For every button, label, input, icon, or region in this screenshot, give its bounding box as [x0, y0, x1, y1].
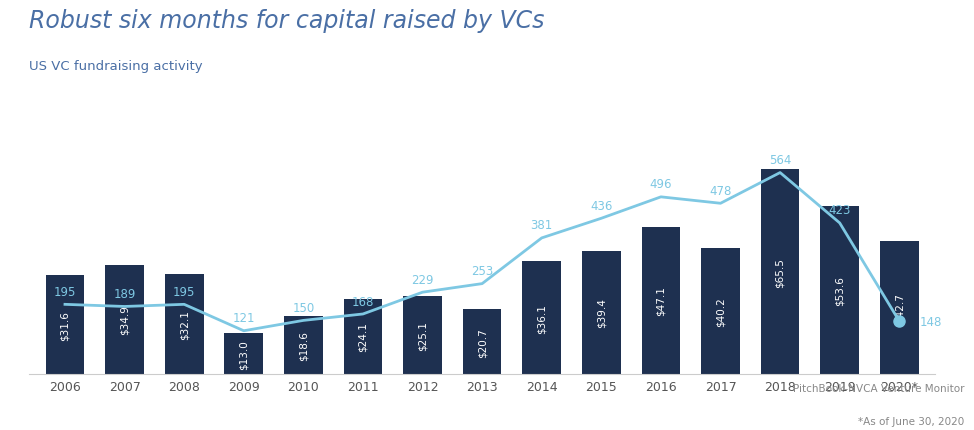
Legend: Capital raised ($B), Fund count: Capital raised ($B), Fund count [342, 425, 622, 430]
Bar [463, 310, 502, 374]
Text: 150: 150 [292, 301, 315, 314]
Text: 253: 253 [471, 264, 493, 277]
Text: 121: 121 [233, 312, 255, 325]
Text: 381: 381 [531, 219, 553, 232]
Text: *As of June 30, 2020: *As of June 30, 2020 [858, 416, 964, 426]
Text: $13.0: $13.0 [239, 339, 248, 369]
Text: $40.2: $40.2 [716, 297, 726, 326]
Bar [46, 276, 85, 374]
Text: 168: 168 [352, 295, 374, 308]
Text: 478: 478 [709, 184, 731, 197]
Bar [820, 207, 859, 374]
Text: $47.1: $47.1 [656, 286, 666, 316]
Bar [403, 296, 442, 374]
Text: PitchBook-NVCA Venture Monitor: PitchBook-NVCA Venture Monitor [793, 384, 964, 393]
Bar [642, 227, 680, 374]
Text: $32.1: $32.1 [179, 309, 189, 339]
Text: Robust six months for capital raised by VCs: Robust six months for capital raised by … [29, 9, 544, 33]
Text: 148: 148 [920, 315, 943, 328]
Bar [224, 334, 263, 374]
Bar [284, 316, 322, 374]
Bar [522, 261, 561, 374]
Text: 496: 496 [650, 178, 672, 191]
Text: $34.9: $34.9 [120, 305, 130, 335]
Text: US VC fundraising activity: US VC fundraising activity [29, 60, 203, 73]
Text: 189: 189 [113, 287, 135, 300]
Text: $42.7: $42.7 [894, 293, 904, 322]
Text: $18.6: $18.6 [298, 330, 309, 360]
Bar [880, 241, 918, 374]
Text: $24.1: $24.1 [357, 322, 368, 351]
Text: 436: 436 [590, 200, 613, 212]
Bar [761, 170, 800, 374]
Text: $39.4: $39.4 [596, 298, 607, 328]
Text: $20.7: $20.7 [477, 327, 487, 356]
Bar [344, 299, 383, 374]
Bar [701, 249, 740, 374]
Text: 195: 195 [173, 285, 196, 298]
Text: $36.1: $36.1 [537, 303, 546, 333]
Text: $65.5: $65.5 [775, 257, 785, 287]
Text: 423: 423 [829, 204, 851, 217]
Bar [581, 251, 620, 374]
Text: 564: 564 [768, 154, 791, 167]
Bar [105, 265, 144, 374]
Text: $31.6: $31.6 [60, 310, 70, 340]
Text: 195: 195 [54, 285, 76, 298]
Bar [165, 274, 204, 374]
Text: 229: 229 [411, 273, 433, 286]
Text: $53.6: $53.6 [835, 276, 844, 305]
Text: $25.1: $25.1 [418, 320, 428, 350]
